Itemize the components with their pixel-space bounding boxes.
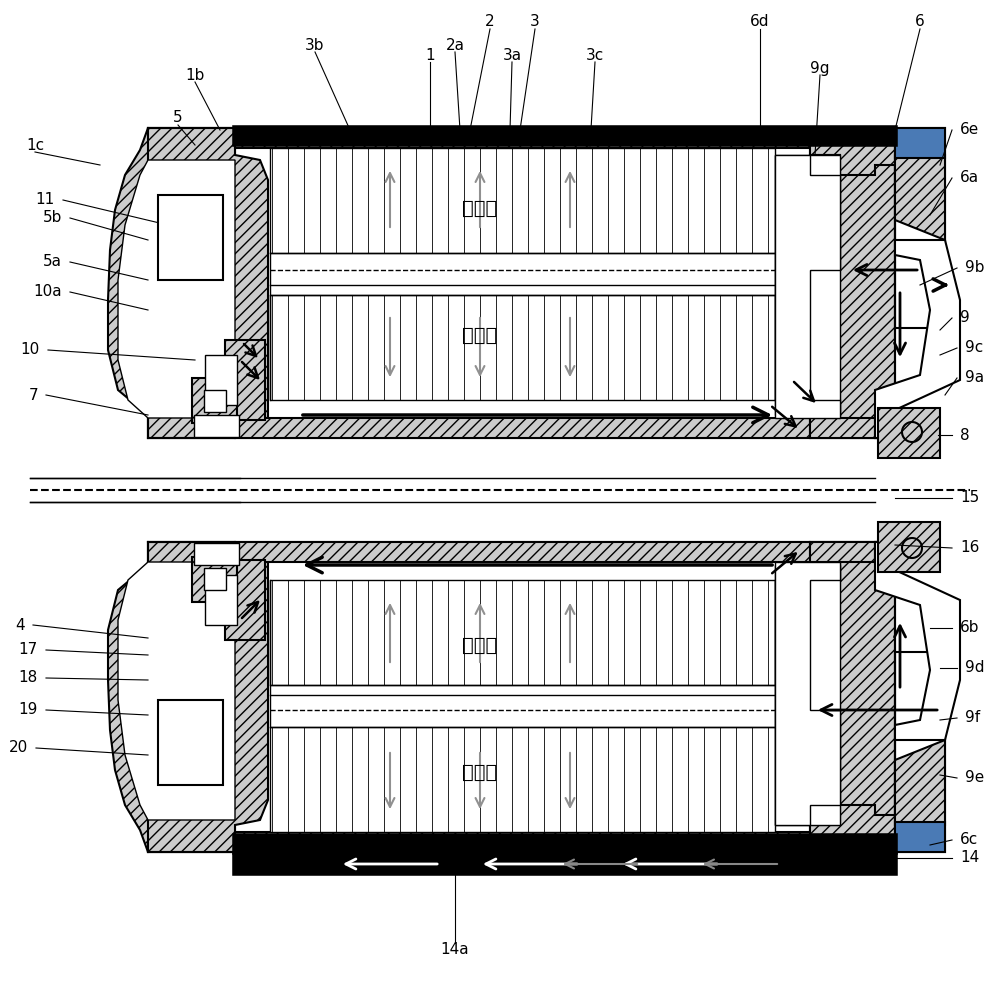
Bar [878,408,940,458]
Bar [192,557,237,602]
Bar [225,340,265,420]
Text: 2a: 2a [446,37,464,52]
Text: 3a: 3a [502,47,522,62]
Bar [270,580,775,685]
Text: 9a: 9a [965,371,984,386]
Bar [158,195,223,280]
Text: 10a: 10a [33,285,62,300]
Bar [235,832,810,852]
Polygon shape [895,155,945,240]
Polygon shape [118,562,235,820]
Text: 2: 2 [485,15,495,30]
Text: 3: 3 [530,15,540,30]
Text: 1b: 1b [185,67,205,83]
Text: 9f: 9f [965,711,980,726]
Text: 9d: 9d [965,661,984,675]
Bar [192,378,237,423]
Text: 7: 7 [28,387,38,402]
Bar [204,568,226,590]
Polygon shape [148,542,235,852]
Text: 15: 15 [960,490,979,506]
Text: 9e: 9e [965,770,984,786]
Polygon shape [875,542,960,740]
Polygon shape [875,240,960,438]
Text: 20: 20 [9,740,28,755]
Text: 9: 9 [960,311,970,325]
Polygon shape [775,562,840,825]
Text: 14: 14 [960,851,979,866]
Text: 5a: 5a [43,254,62,269]
Bar [235,836,895,852]
Bar [194,543,239,565]
Text: 9b: 9b [965,260,984,275]
Polygon shape [148,128,235,438]
Text: 6c: 6c [960,832,978,848]
Text: 6d: 6d [750,15,770,30]
Bar [270,727,775,832]
Text: 19: 19 [19,702,38,718]
Text: 6e: 6e [960,122,979,137]
Text: 17: 17 [19,643,38,658]
Polygon shape [895,740,945,825]
Text: 1: 1 [425,47,435,62]
Text: 3c: 3c [586,47,604,62]
Bar [205,575,237,625]
Polygon shape [810,542,895,852]
Bar [225,560,265,640]
Bar [235,128,895,144]
Text: 1c: 1c [26,137,44,153]
Text: 6: 6 [915,15,925,30]
Polygon shape [810,400,895,438]
Polygon shape [108,542,268,852]
Bar [895,128,945,328]
Bar [775,565,840,825]
Polygon shape [118,160,235,418]
Polygon shape [775,155,840,418]
Bar [235,542,810,562]
Text: 4: 4 [15,617,25,632]
Bar [235,855,895,873]
Text: 18: 18 [19,670,38,685]
Polygon shape [810,562,840,825]
Text: 5b: 5b [43,210,62,226]
Text: 10: 10 [21,342,40,358]
Text: 11: 11 [36,192,55,207]
Text: 16: 16 [960,540,979,555]
Text: 热传递: 热传递 [462,325,498,344]
Bar [878,522,940,572]
Bar [158,700,223,785]
Text: 热传递: 热传递 [462,762,498,782]
Text: 14a: 14a [441,943,469,957]
Bar [895,652,945,852]
Polygon shape [810,155,840,418]
Polygon shape [810,128,895,438]
Text: 8: 8 [960,428,970,443]
Polygon shape [810,805,895,852]
Polygon shape [810,128,895,175]
Bar [194,415,239,437]
Text: 3b: 3b [305,37,325,52]
Polygon shape [108,128,268,438]
Text: 9c: 9c [965,340,983,356]
Bar [235,418,810,438]
Text: 热传递: 热传递 [462,636,498,655]
Bar [895,128,945,158]
Bar [204,390,226,412]
Text: 5: 5 [173,110,183,125]
Text: 热传递: 热传递 [462,198,498,218]
Text: 6a: 6a [960,171,979,185]
Polygon shape [810,542,895,580]
Bar [270,148,775,253]
Bar [205,355,237,405]
Text: 6b: 6b [960,620,980,636]
Bar [235,128,810,148]
Bar [270,295,775,400]
Bar [895,822,945,852]
Bar [775,155,840,415]
Text: 9g: 9g [810,60,830,76]
